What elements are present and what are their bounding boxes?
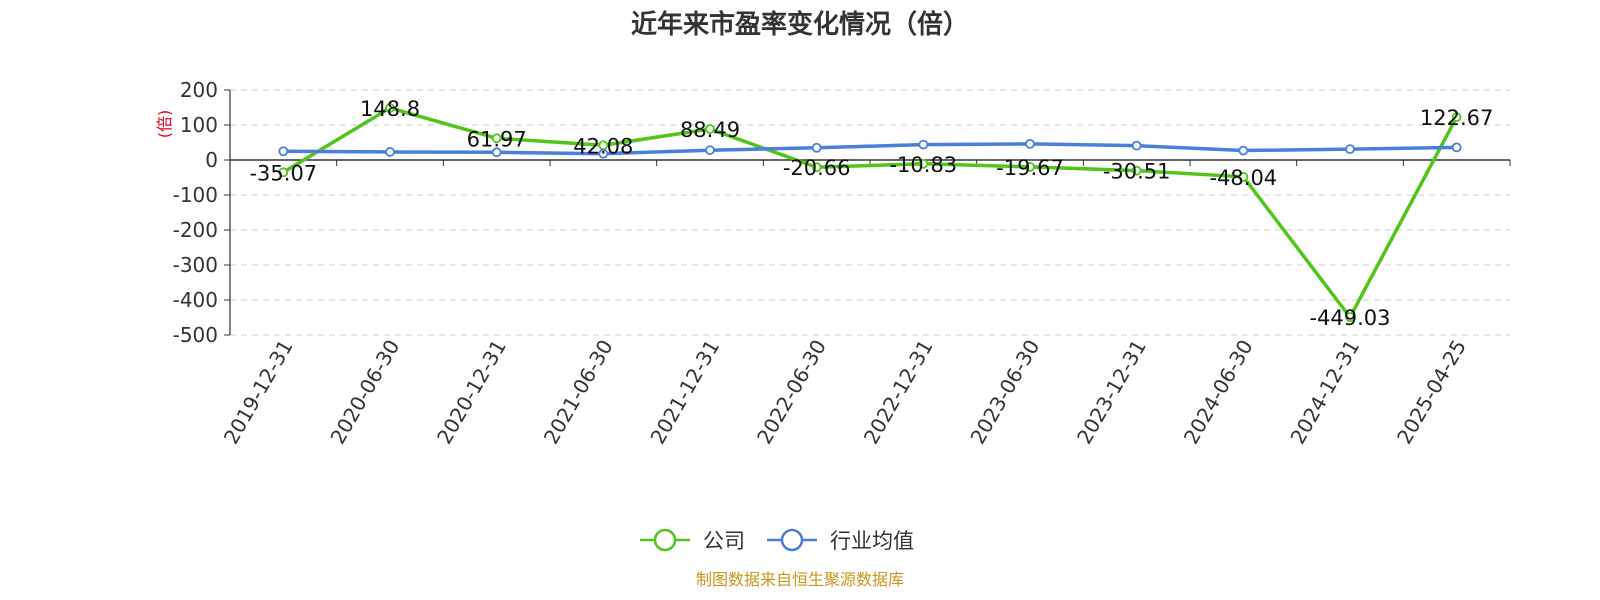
source-note: 制图数据来自恒生聚源数据库	[696, 570, 904, 589]
data-label: -48.04	[1209, 166, 1277, 190]
y-tick-label: -400	[173, 288, 218, 312]
data-point	[705, 145, 715, 156]
x-tick-label: 2020-12-31	[432, 335, 511, 448]
data-label: -10.83	[889, 153, 957, 177]
x-tick-label: 2022-12-31	[859, 335, 938, 448]
x-tick-label: 2023-12-31	[1072, 336, 1151, 449]
data-point	[1345, 312, 1355, 323]
y-tick-label: -500	[173, 323, 218, 347]
y-tick-label: 100	[180, 113, 218, 137]
data-point	[385, 147, 395, 157]
y-tick-label: 200	[180, 78, 218, 102]
data-label: 88.49	[680, 118, 740, 142]
data-point	[491, 133, 502, 144]
y-tick-label: -100	[173, 183, 218, 207]
legend[interactable]: 公司 行业均值	[640, 528, 914, 553]
data-label: 148.8	[360, 97, 420, 121]
data-label: 61.97	[467, 127, 527, 151]
data-point	[278, 167, 289, 178]
data-point	[705, 124, 715, 134]
legend-marker	[653, 528, 677, 552]
legend-item[interactable]: 公司	[640, 528, 745, 553]
data-point	[1025, 161, 1035, 172]
x-tick-label: 2019-12-31	[219, 336, 298, 449]
x-tick-label: 2021-12-31	[645, 336, 724, 449]
y-tick-label: -300	[173, 253, 218, 277]
legend-label: 公司	[703, 529, 745, 553]
chart-title: 近年来市盈率变化情况（倍）	[631, 9, 969, 40]
data-point	[598, 148, 609, 159]
y-tick-label: -200	[173, 218, 218, 242]
data-point	[278, 146, 289, 157]
data-label: -30.51	[1103, 160, 1171, 184]
x-tick-label: 2020-06-30	[325, 336, 404, 449]
data-point	[1131, 165, 1142, 176]
legend-item[interactable]: 行业均值	[767, 528, 914, 553]
series-line	[283, 142, 1457, 156]
data-label: -35.07	[249, 161, 317, 185]
data-point	[1451, 112, 1462, 122]
data-labels: -35.07 148.8 61.97 42.08 88.49 -20.66 -10.83 -1…	[249, 97, 1493, 330]
series-lines	[278, 103, 1462, 323]
data-point	[811, 142, 822, 153]
x-tick-label: 2025-04-25	[1392, 336, 1471, 449]
grid-lines	[230, 89, 1510, 336]
data-point	[918, 139, 929, 150]
data-point	[1238, 171, 1249, 182]
y-axis-label: (倍)	[155, 110, 174, 139]
data-label: 122.67	[1420, 106, 1493, 130]
legend-marker	[780, 528, 804, 552]
legend-label: 行业均值	[830, 529, 914, 553]
data-point	[1238, 145, 1249, 156]
x-tick-label: 2021-06-30	[539, 336, 618, 449]
data-label: -19.67	[996, 156, 1064, 180]
x-tick-label: 2022-06-30	[752, 336, 831, 449]
data-label: 42.08	[573, 134, 633, 158]
y-tick-label: 0	[205, 148, 218, 172]
data-point	[1131, 140, 1142, 151]
data-label: -449.03	[1309, 306, 1390, 330]
data-point	[918, 158, 929, 169]
data-point	[1345, 144, 1355, 155]
data-label: -20.66	[783, 156, 851, 180]
x-tick-label: 2023-06-30	[965, 336, 1044, 449]
series-line	[282, 106, 1459, 319]
x-tick-label: 2024-06-30	[1179, 336, 1258, 449]
data-point	[811, 162, 822, 173]
data-point	[491, 147, 502, 158]
data-point	[1451, 142, 1462, 153]
x-tick-label: 2024-12-31	[1285, 336, 1364, 449]
data-point	[385, 103, 395, 113]
data-point	[1025, 138, 1035, 149]
